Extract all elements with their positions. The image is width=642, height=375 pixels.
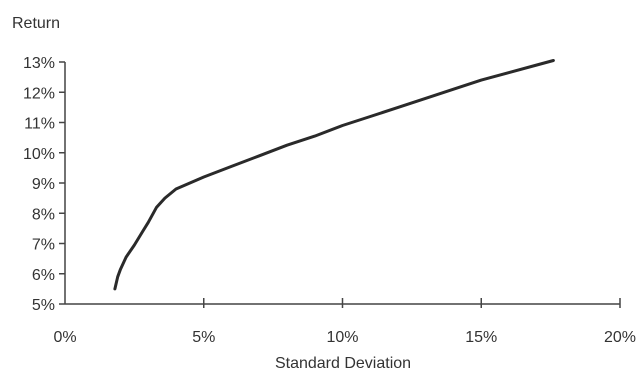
y-tick-label: 9% — [32, 176, 55, 193]
y-tick-label: 5% — [32, 297, 55, 314]
y-tick-label: 10% — [23, 146, 55, 163]
x-tick-label: 5% — [192, 329, 215, 346]
x-tick-label: 15% — [465, 329, 497, 346]
y-tick-label: 13% — [23, 55, 55, 72]
x-tick-label: 0% — [53, 329, 76, 346]
y-tick-label: 6% — [32, 267, 55, 284]
efficient-frontier-line — [113, 59, 555, 291]
x-tick-label: 20% — [604, 329, 636, 346]
y-tick-label: 11% — [24, 116, 55, 133]
y-axis-title: Return — [12, 15, 60, 32]
y-tick-label: 7% — [32, 237, 55, 254]
x-tick-label: 10% — [326, 329, 358, 346]
y-axis-ticks: 5% 6% 7% 8% 9% 10% 11% 12% 13% — [23, 55, 65, 314]
y-tick-label: 8% — [32, 206, 55, 223]
x-axis-title: Standard Deviation — [275, 355, 411, 372]
x-axis-ticks: 0% 5% 10% 15% 20% — [53, 298, 636, 346]
y-tick-label: 12% — [23, 85, 55, 102]
